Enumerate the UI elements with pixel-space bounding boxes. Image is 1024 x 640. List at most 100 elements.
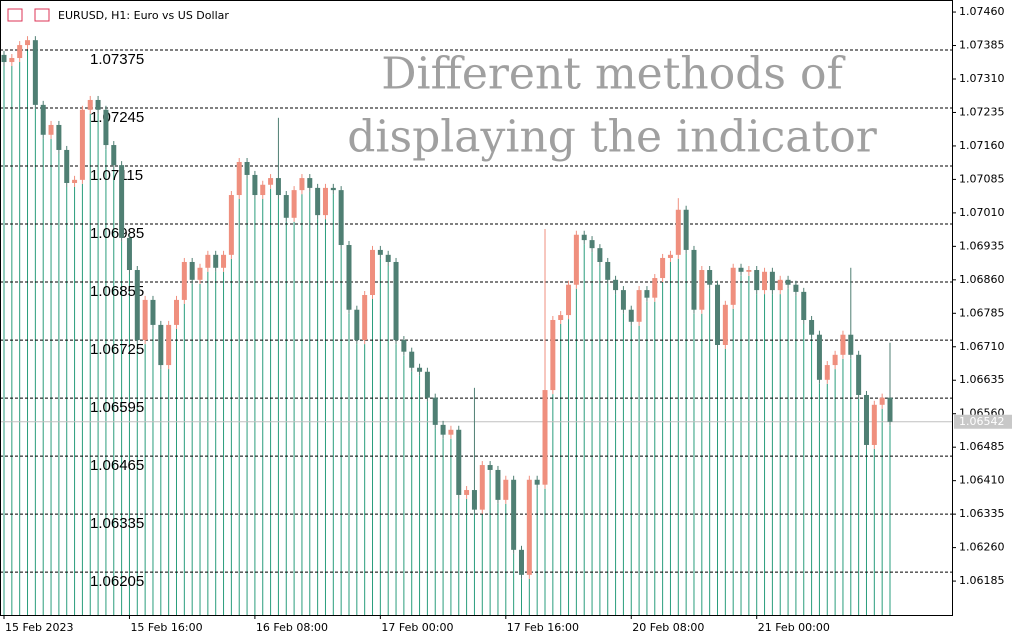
candle-body (56, 124, 62, 150)
y-tick-label: 1.07310 (959, 72, 1005, 85)
candle-body (856, 354, 862, 395)
y-tick-label: 1.06710 (959, 340, 1005, 353)
candle-body (111, 145, 117, 166)
y-tick-label: 1.07460 (959, 5, 1005, 18)
candle-body (385, 254, 391, 262)
candle-body (377, 249, 383, 255)
candle-body (526, 479, 532, 575)
candle-body (409, 351, 415, 368)
candle-body (722, 304, 728, 345)
candle-body (644, 290, 650, 298)
candle-body (816, 334, 822, 380)
current-price-label: 1.06542 (959, 415, 1005, 428)
candle-body (762, 271, 768, 291)
candle-body (487, 465, 493, 470)
level-label: 1.06725 (90, 341, 144, 358)
x-tick-label: 15 Feb 2023 (5, 621, 73, 634)
candle-body (424, 371, 430, 398)
x-tick-label: 15 Feb 16:00 (130, 621, 202, 634)
candle-body (64, 149, 70, 183)
candle-body (236, 162, 242, 196)
candle-body (17, 45, 23, 59)
candle-body (660, 257, 666, 279)
candle-body (252, 174, 258, 196)
y-tick-label: 1.06860 (959, 273, 1005, 286)
candle-body (754, 270, 760, 291)
candle-body (503, 479, 509, 500)
candle-body (181, 261, 187, 300)
candle-body (393, 261, 399, 341)
candle-body (652, 278, 658, 298)
level-label: 1.06205 (90, 573, 144, 590)
candle-body (785, 279, 791, 285)
level-label: 1.06595 (90, 399, 144, 416)
y-tick-label: 1.06335 (959, 507, 1005, 520)
candle-body (518, 549, 524, 575)
y-tick-label: 1.06785 (959, 306, 1005, 319)
candle-body (456, 429, 462, 495)
candle-body (346, 245, 352, 310)
candle-body (550, 319, 556, 391)
candle-body (730, 267, 736, 305)
y-tick-label: 1.07235 (959, 105, 1005, 118)
candle-body (432, 397, 438, 425)
candle-body (32, 40, 38, 105)
x-tick-label: 17 Feb 16:00 (507, 621, 579, 634)
y-tick-label: 1.06185 (959, 574, 1005, 587)
candle-body (354, 309, 360, 341)
level-label: 1.06985 (90, 225, 144, 242)
annotation: Different methods of (381, 49, 845, 100)
candle-body (213, 254, 219, 268)
candle-body (322, 187, 328, 216)
y-tick-label: 1.06485 (959, 440, 1005, 453)
candle-body (699, 270, 705, 310)
candle-body (801, 291, 807, 320)
candle-body (197, 267, 203, 280)
candle-body (166, 324, 172, 366)
candle-body (793, 284, 799, 292)
candle-body (863, 394, 869, 445)
y-tick-label: 1.07085 (959, 172, 1005, 185)
candle-body (72, 179, 78, 183)
candle-body (228, 195, 234, 255)
candle-body (48, 124, 54, 135)
candle-body (707, 270, 713, 285)
candle-body (370, 249, 376, 296)
candle-body (40, 104, 46, 135)
y-tick-label: 1.06635 (959, 373, 1005, 386)
candle-body (299, 178, 305, 191)
current-price-tag (954, 414, 1012, 429)
candle-body (440, 424, 446, 435)
plot-area: 1.073751.072451.071151.069851.068551.067… (0, 36, 952, 615)
candle-body (401, 340, 407, 352)
candle-body (605, 261, 611, 280)
candle-body (581, 234, 587, 241)
candle-body (134, 270, 140, 341)
candle-body (79, 109, 85, 180)
candle-body (362, 295, 368, 341)
candle-body (809, 319, 815, 335)
candle-body (495, 469, 501, 500)
y-tick-label: 1.07385 (959, 39, 1005, 52)
candle-body (103, 109, 109, 146)
candle-body (636, 290, 642, 322)
x-tick-label: 20 Feb 08:00 (632, 621, 704, 634)
candle-body (1, 54, 7, 63)
candle-body (832, 354, 838, 366)
x-tick-label: 21 Feb 00:00 (758, 621, 830, 634)
candle-body (330, 187, 336, 191)
candle-body (150, 299, 156, 325)
candle-body (879, 397, 885, 405)
level-label: 1.06855 (90, 283, 144, 300)
candle-body (268, 178, 274, 185)
y-tick-label: 1.07010 (959, 206, 1005, 219)
candle-body (283, 195, 289, 218)
plot-frame (0, 0, 953, 616)
candle-body (691, 249, 697, 310)
candle-body (338, 190, 344, 246)
candle-body (887, 397, 893, 422)
candle-body (260, 184, 266, 196)
y-tick-label: 1.06935 (959, 239, 1005, 252)
candle-body (158, 324, 164, 366)
